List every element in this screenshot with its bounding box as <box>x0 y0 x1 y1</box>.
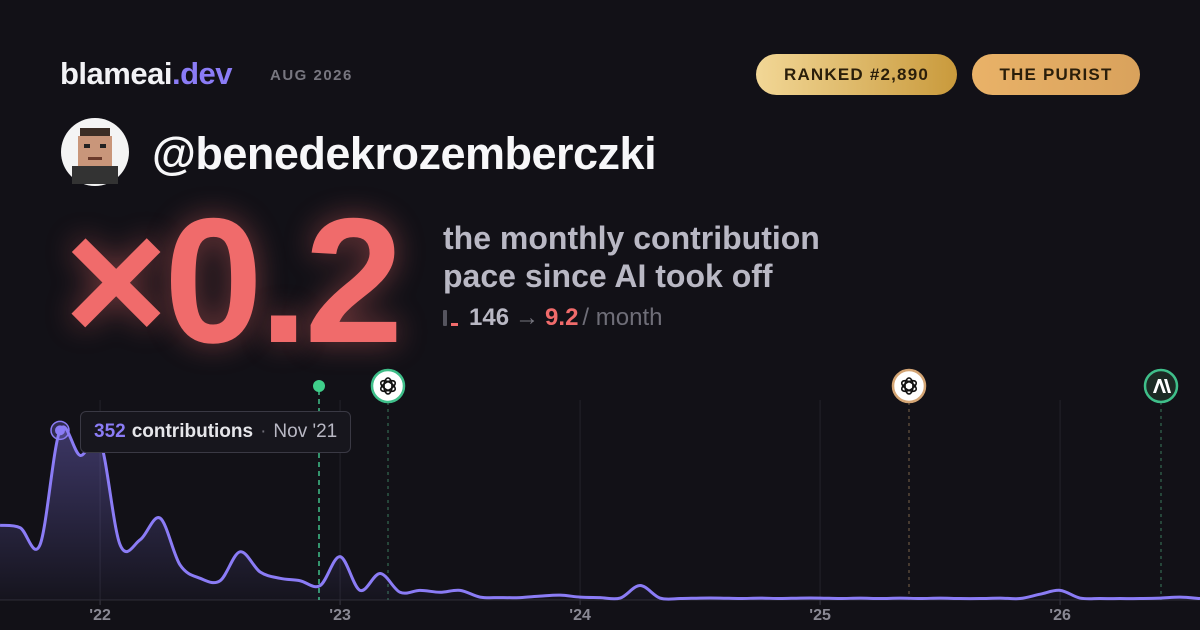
caption: pace since AI took off <box>443 258 773 294</box>
event-dot <box>313 380 325 392</box>
brand[interactable]: blameai.dev <box>60 56 232 92</box>
x-tick-label: '24 <box>569 607 591 624</box>
x-tick-label: '25 <box>809 607 831 624</box>
handle: @benedekrozemberczki <box>152 128 657 179</box>
avatar <box>61 118 129 186</box>
x-tick-label: '26 <box>1049 607 1071 624</box>
openai-icon <box>370 368 406 404</box>
caption: the monthly contribution <box>443 220 820 256</box>
brand-tld: .dev <box>171 56 233 91</box>
pace-icon <box>443 308 459 326</box>
area <box>0 426 1200 600</box>
date: AUG 2026 <box>270 67 353 84</box>
pace-arrow: → <box>515 304 540 331</box>
x-tick-label: '22 <box>89 607 111 624</box>
multiplier: ×0.2 <box>64 181 403 380</box>
pace-before: 146 <box>469 304 510 331</box>
tooltip: 352 contributions · Nov '21 <box>80 411 352 453</box>
tooltip-x: Nov '21 <box>273 421 338 442</box>
pace-unit: / month <box>582 304 663 331</box>
tooltip-value: 352 <box>94 421 126 442</box>
pace: 146 → 9.2/ month <box>443 304 662 332</box>
x-tick-label: '23 <box>329 607 351 624</box>
badge: THE PURIST <box>972 54 1140 95</box>
badge: RANKED #2,890 <box>756 54 957 95</box>
highlight-point <box>55 425 65 436</box>
tooltip-separator: · <box>260 421 267 442</box>
openai-icon <box>891 368 927 404</box>
tooltip-label: contributions <box>131 421 254 442</box>
line <box>0 425 1200 601</box>
anthropic-icon <box>1143 368 1179 404</box>
brand-name: blameai <box>60 56 172 91</box>
pace-after: 9.2 <box>545 304 579 331</box>
